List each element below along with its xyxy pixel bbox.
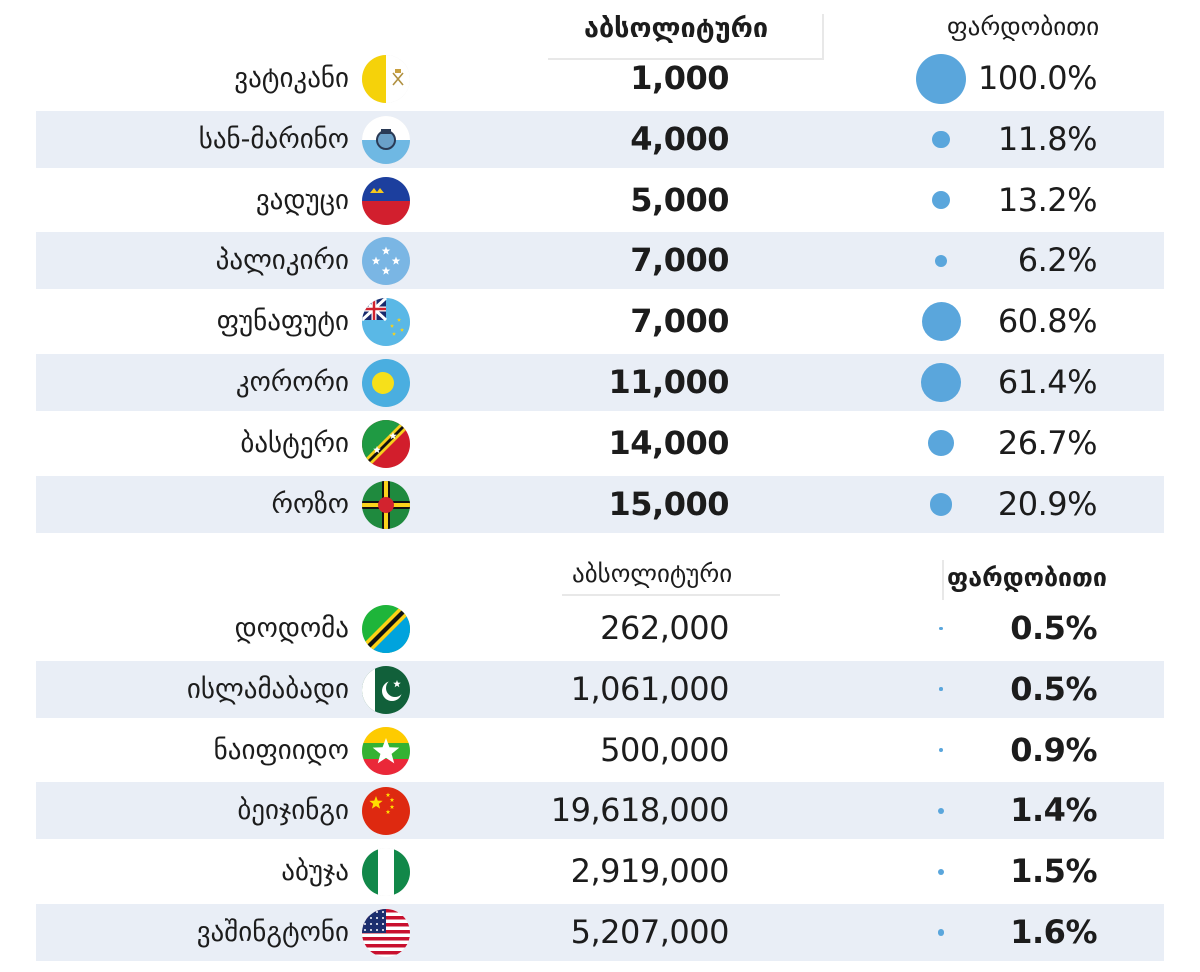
relative-bubble <box>921 302 961 342</box>
liechtenstein-flag-icon <box>362 176 410 225</box>
table-row: აბუჯა 2,919,000 1.5% <box>36 843 1164 900</box>
table-row: ნაიფიიდო 500,000 0.9% <box>36 722 1164 779</box>
relative-value: 1.6% <box>1010 913 1097 951</box>
table-row: ვატიკანი 1,000 100.0% <box>36 50 1164 107</box>
relative-value: 26.7% <box>997 423 1098 462</box>
absolute-value: 5,207,000 <box>570 913 730 951</box>
relative-bubble <box>928 430 954 457</box>
absolute-value: 2,919,000 <box>570 852 730 891</box>
absolute-value: 11,000 <box>608 363 730 401</box>
top-absolute-header: აბსოლიტური <box>584 13 769 44</box>
relative-value: 11.8% <box>997 119 1098 158</box>
city-name: ისლამაბადი <box>186 673 349 705</box>
relative-bubble <box>939 626 943 631</box>
relative-value: 1.5% <box>1010 852 1097 891</box>
san-marino-flag-icon <box>362 115 410 164</box>
nigeria-flag-icon <box>362 848 410 897</box>
absolute-value: 500,000 <box>600 730 729 769</box>
table-row: სან-მარინო 4,000 11.8% <box>36 110 1164 168</box>
relative-bubble <box>934 254 948 268</box>
absolute-value: 4,000 <box>630 119 729 158</box>
table-row: დოდომა 262,000 0.5% <box>36 600 1164 657</box>
top-header-underline <box>548 58 824 60</box>
relative-value: 20.9% <box>997 484 1098 523</box>
relative-bubble <box>932 130 950 148</box>
relative-bubble <box>931 190 951 210</box>
city-name: ვადუცი <box>255 184 349 216</box>
city-name: როზო <box>271 488 349 520</box>
absolute-value: 5,000 <box>630 180 729 219</box>
absolute-value: 7,000 <box>630 241 729 280</box>
absolute-value: 1,061,000 <box>570 669 730 708</box>
relative-bubble <box>939 687 943 691</box>
relative-bubble <box>937 929 945 936</box>
relative-value: 0.5% <box>1010 609 1097 647</box>
relative-value: 0.9% <box>1010 730 1097 769</box>
table-row: ფუნაფუტი 7,000 60.8% <box>36 293 1164 350</box>
table-row: ვადუცი 5,000 13.2% <box>36 172 1164 229</box>
city-name: ფუნაფუტი <box>216 306 349 338</box>
pakistan-flag-icon <box>362 665 410 714</box>
table-row: ბეიჯინგი 19,618,000 1.4% <box>36 782 1164 840</box>
absolute-value: 19,618,000 <box>550 791 730 830</box>
tuvalu-flag-icon <box>362 298 410 347</box>
relative-bubble <box>921 362 961 403</box>
absolute-value: 14,000 <box>608 423 730 462</box>
relative-bubble <box>938 747 944 753</box>
absolute-value: 262,000 <box>600 609 729 647</box>
city-name: აბუჯა <box>281 856 349 888</box>
china-flag-icon <box>362 787 410 836</box>
top-header-divider <box>822 14 824 60</box>
relative-bubble <box>916 53 966 104</box>
city-name: დოდომა <box>234 613 349 644</box>
relative-value: 13.2% <box>997 180 1098 219</box>
palau-flag-icon <box>362 359 410 407</box>
vatican-flag-icon <box>362 55 410 103</box>
city-name: სან-მარინო <box>198 123 349 155</box>
relative-bubble <box>929 492 953 516</box>
micronesia-flag-icon <box>362 237 410 286</box>
table-row: ბასტერი 14,000 26.7% <box>36 415 1164 472</box>
table-row: როზო 15,000 20.9% <box>36 475 1164 533</box>
city-name: ვატიკანი <box>234 63 349 94</box>
city-name: ბასტერი <box>240 427 349 459</box>
city-name: კორორი <box>235 367 349 398</box>
bottom-absolute-header: აბსოლიტური <box>572 559 733 588</box>
tanzania-flag-icon <box>362 605 410 653</box>
bottom-header-underline <box>562 594 780 596</box>
city-name: ნაიფიიდო <box>213 734 349 766</box>
absolute-value: 1,000 <box>630 59 729 97</box>
table-row: კორორი 11,000 61.4% <box>36 354 1164 411</box>
relative-value: 100.0% <box>977 59 1098 97</box>
city-name: ბეიჯინგი <box>237 795 349 827</box>
relative-value: 1.4% <box>1010 791 1097 830</box>
table-row: ვაშინგტონი 5,207,000 1.6% <box>36 904 1164 961</box>
city-name: ვაშინგტონი <box>196 917 349 948</box>
table-row: ისლამაბადი 1,061,000 0.5% <box>36 660 1164 718</box>
absolute-value: 15,000 <box>608 484 730 523</box>
usa-flag-icon <box>362 909 410 957</box>
relative-value: 61.4% <box>997 363 1098 401</box>
relative-value: 6.2% <box>1017 241 1098 280</box>
bottom-relative-header: ფარდობითი <box>947 563 1107 592</box>
relative-value: 0.5% <box>1010 669 1097 708</box>
relative-bubble <box>937 868 944 875</box>
myanmar-flag-icon <box>362 726 410 775</box>
relative-bubble <box>938 807 944 814</box>
top-relative-header: ფარდობითი <box>947 12 1100 41</box>
dominica-flag-icon <box>362 480 410 529</box>
city-name: პალიკირი <box>215 245 349 277</box>
absolute-value: 7,000 <box>630 302 729 341</box>
saint-kitts-flag-icon <box>362 419 410 468</box>
table-row: პალიკირი 7,000 6.2% <box>36 232 1164 290</box>
bottom-header-divider <box>942 560 944 600</box>
relative-value: 60.8% <box>997 302 1098 341</box>
